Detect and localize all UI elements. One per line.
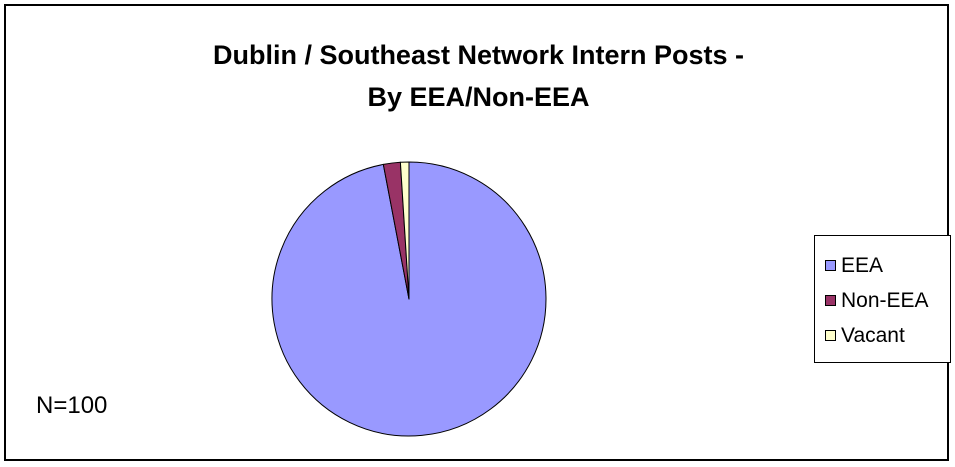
legend-swatch-non-eea <box>825 295 836 306</box>
legend-swatch-eea <box>825 260 836 271</box>
legend-label-vacant: Vacant <box>841 324 905 348</box>
chart-frame: Dublin / Southeast Network Intern Posts … <box>4 4 949 461</box>
legend: EEA Non-EEA Vacant <box>814 235 951 363</box>
legend-item-vacant: Vacant <box>815 318 950 353</box>
legend-swatch-vacant <box>825 330 836 341</box>
legend-label-eea: EEA <box>841 254 883 278</box>
legend-label-non-eea: Non-EEA <box>841 289 929 313</box>
sample-size-annotation: N=100 <box>36 392 107 420</box>
legend-item-eea: EEA <box>815 248 950 283</box>
pie-chart <box>6 6 951 463</box>
legend-item-non-eea: Non-EEA <box>815 283 950 318</box>
pie-slices <box>272 162 546 436</box>
